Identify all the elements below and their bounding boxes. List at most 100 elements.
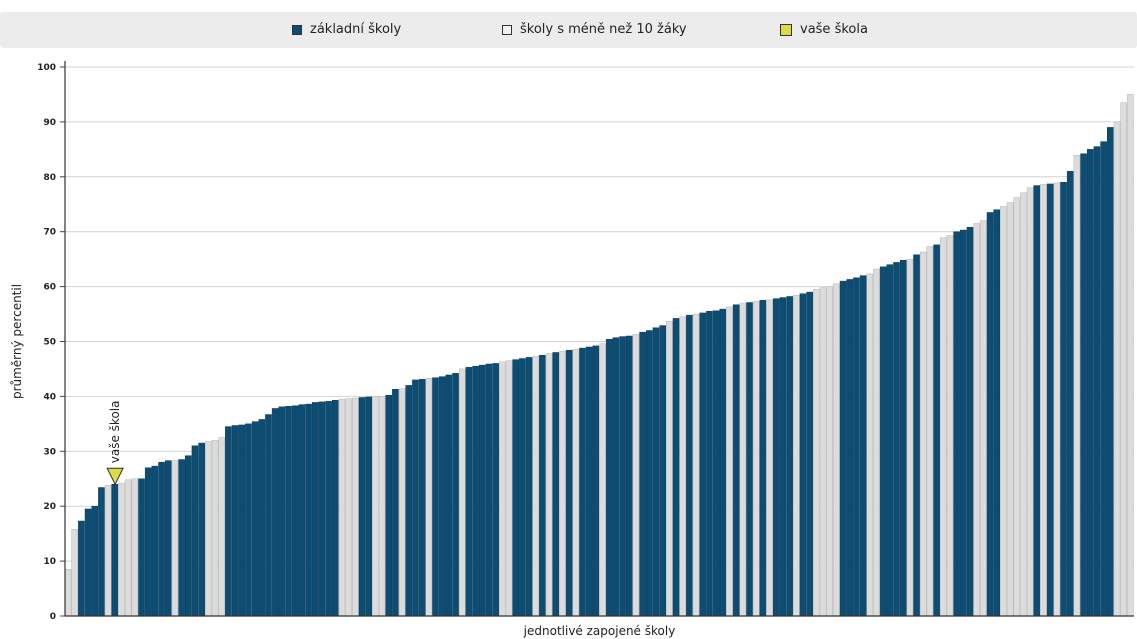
bar-basic-school bbox=[625, 335, 633, 617]
bar-basic-school bbox=[251, 421, 259, 617]
bar-basic-school bbox=[846, 279, 854, 617]
bar-basic-school bbox=[879, 266, 887, 617]
bar-basic-school bbox=[78, 520, 85, 617]
bar-small-school bbox=[545, 353, 553, 617]
bar-basic-school bbox=[418, 379, 426, 617]
bar-small-school bbox=[372, 396, 379, 617]
bar-basic-school bbox=[144, 467, 152, 617]
bar-basic-school bbox=[592, 345, 600, 617]
bar-basic-school bbox=[585, 346, 593, 617]
bar-basic-school bbox=[913, 254, 920, 617]
bar-basic-school bbox=[305, 403, 312, 617]
bar-basic-school bbox=[392, 389, 399, 617]
bar-basic-school bbox=[111, 483, 119, 617]
y-axis-ticks: 0 10 20 30 40 50 60 70 80 90 100 bbox=[37, 63, 65, 622]
bar-basic-school bbox=[719, 308, 727, 617]
bar-basic-school bbox=[619, 336, 626, 617]
bar-small-school bbox=[1000, 206, 1007, 617]
bar-small-school bbox=[171, 460, 179, 617]
bar-basic-school bbox=[732, 304, 740, 617]
your-school-marker-icon bbox=[106, 467, 124, 486]
bar-basic-school bbox=[278, 406, 286, 617]
bar-small-school bbox=[679, 316, 687, 617]
bar-basic-school bbox=[612, 337, 620, 617]
bar-basic-school bbox=[332, 399, 339, 617]
bar-small-school bbox=[131, 478, 139, 617]
bar-small-school bbox=[1020, 192, 1027, 617]
bar-small-school bbox=[1113, 121, 1121, 617]
bar-basic-school bbox=[238, 424, 246, 617]
bar-basic-school bbox=[993, 209, 1001, 617]
bar-basic-school bbox=[191, 445, 199, 617]
bar-basic-school bbox=[291, 405, 299, 617]
bar-small-school bbox=[906, 258, 914, 617]
bar-basic-school bbox=[438, 376, 446, 617]
legend-label-yours: vaše škola bbox=[800, 22, 868, 37]
bar-basic-school bbox=[285, 406, 292, 617]
bar-basic-school bbox=[712, 310, 720, 617]
bar-basic-school bbox=[659, 325, 666, 617]
bar-chart: 0 10 20 30 40 50 60 70 80 90 100 vaše škola průměr… bbox=[10, 61, 1134, 638]
y-tick-label: 0 bbox=[50, 612, 56, 622]
bar-small-school bbox=[813, 289, 820, 617]
bar-basic-school bbox=[706, 311, 713, 617]
your-school-label: vaše škola bbox=[108, 401, 122, 464]
bar-small-school bbox=[71, 529, 79, 617]
bar-small-school bbox=[572, 348, 580, 617]
y-tick-label: 90 bbox=[43, 118, 56, 128]
bar-small-school bbox=[793, 295, 800, 617]
y-axis-title: průměrný percentil bbox=[10, 284, 24, 399]
bar-basic-school bbox=[652, 327, 660, 617]
bar-small-school bbox=[64, 569, 72, 617]
bar-basic-school bbox=[853, 277, 860, 617]
bar-basic-school bbox=[886, 264, 894, 617]
bar-basic-school bbox=[472, 365, 479, 617]
bar-small-school bbox=[1006, 202, 1014, 617]
bar-basic-school bbox=[164, 460, 172, 617]
bar-small-school bbox=[866, 273, 874, 617]
bar-basic-school bbox=[859, 275, 867, 617]
bar-small-school bbox=[1026, 187, 1034, 617]
bar-basic-school bbox=[271, 408, 279, 617]
legend-item-basic-schools: základní školy bbox=[292, 22, 401, 37]
bar-basic-school bbox=[519, 358, 526, 617]
bar-basic-school bbox=[1093, 146, 1101, 617]
bar-basic-school bbox=[465, 367, 473, 617]
bar-basic-school bbox=[91, 505, 99, 617]
bar-small-school bbox=[873, 268, 880, 617]
bar-small-school bbox=[926, 246, 934, 617]
bar-small-school bbox=[559, 351, 566, 617]
bar-small-school bbox=[1040, 184, 1047, 617]
bar-basic-school bbox=[565, 350, 573, 617]
bar-small-school bbox=[946, 235, 954, 617]
bar-basic-school bbox=[552, 352, 560, 617]
bar-basic-school bbox=[485, 363, 493, 617]
bar-basic-school bbox=[311, 402, 319, 617]
bar-basic-school bbox=[225, 426, 232, 617]
bar-small-school bbox=[345, 398, 352, 617]
bar-small-school bbox=[104, 485, 112, 617]
bar-small-school bbox=[726, 306, 733, 617]
bar-basic-school bbox=[525, 357, 533, 617]
bar-basic-school bbox=[672, 318, 680, 617]
bar-basic-school bbox=[512, 359, 519, 617]
bar-small-school bbox=[632, 334, 640, 617]
bar-basic-school bbox=[258, 419, 266, 617]
bar-small-school bbox=[458, 368, 466, 617]
bar-basic-school bbox=[953, 231, 960, 617]
bar-basic-school bbox=[699, 312, 707, 617]
bar-basic-school bbox=[432, 377, 439, 617]
bar-basic-school bbox=[1033, 185, 1041, 617]
bar-small-school bbox=[118, 482, 125, 617]
legend-item-small-schools: školy s méně než 10 žáky bbox=[502, 22, 687, 37]
bar-basic-school bbox=[1086, 149, 1094, 617]
bar-basic-school bbox=[986, 212, 994, 617]
bar-small-school bbox=[205, 441, 212, 617]
bar-small-school bbox=[532, 356, 540, 617]
bar-basic-school bbox=[158, 462, 165, 617]
bar-basic-school bbox=[960, 229, 967, 617]
bar-basic-school bbox=[385, 395, 393, 617]
legend-triangle-icon bbox=[780, 23, 792, 36]
bar-basic-school bbox=[98, 487, 105, 617]
bar-basic-school bbox=[231, 425, 239, 617]
